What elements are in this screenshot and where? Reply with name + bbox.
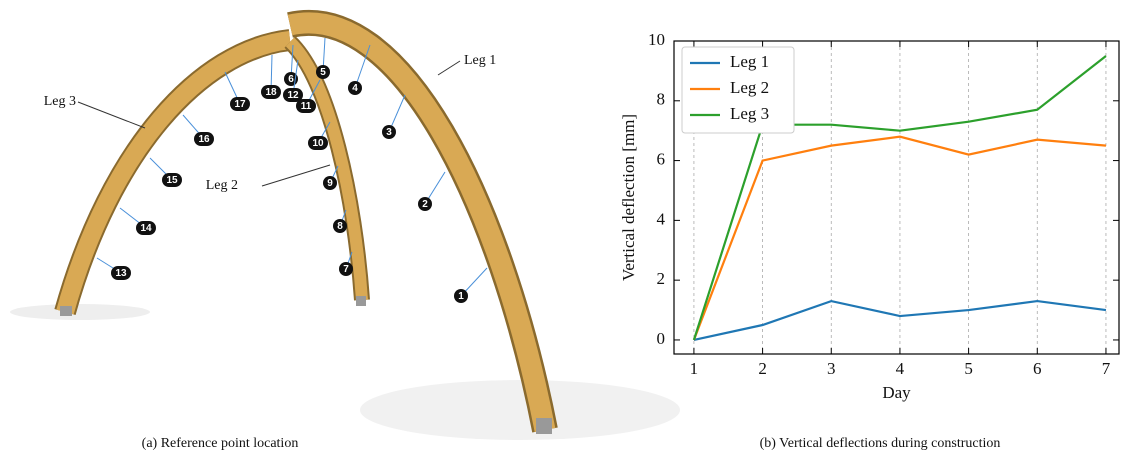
base-plate [60, 306, 72, 316]
y-tick-label: 0 [657, 329, 666, 348]
callout [262, 165, 330, 186]
x-tick-label: 3 [827, 359, 836, 378]
y-tick-label: 6 [657, 149, 666, 168]
point-label: 13 [115, 268, 127, 279]
x-tick-label: 2 [758, 359, 767, 378]
line-chart: 1 2 3 4 5 6 7 0 2 4 6 8 10 Day Vertical deflection [mm… [619, 30, 1119, 402]
point-label: 2 [422, 199, 428, 210]
figure: Leg 1 Leg 2 Leg 3 1234567891011121314151… [0, 0, 1121, 459]
arch-render: Leg 1 Leg 2 Leg 3 [10, 23, 680, 440]
y-axis-label: Vertical deflection [mm] [619, 114, 638, 281]
y-tick-label: 10 [648, 30, 665, 49]
y-tick-label: 2 [657, 269, 666, 288]
legend-label: Leg 3 [730, 104, 769, 123]
x-tick-label: 5 [964, 359, 973, 378]
point-label: 9 [327, 178, 333, 189]
point-label: 6 [288, 74, 294, 85]
point-label: 3 [386, 127, 392, 138]
x-tick-label: 7 [1102, 359, 1111, 378]
caption: (a) Reference point location [142, 436, 299, 451]
point-label: 17 [234, 99, 246, 110]
point-label: 15 [166, 175, 178, 186]
leg-label: Leg 2 [206, 178, 238, 193]
x-tick-label: 4 [896, 359, 905, 378]
point-label: 14 [140, 223, 152, 234]
base-plate [536, 418, 552, 434]
point-label: 1 [458, 291, 464, 302]
point-label: 11 [301, 101, 312, 112]
leg-label: Leg 1 [464, 53, 496, 68]
shadow [360, 380, 680, 440]
callout [78, 102, 145, 128]
leg-2-arch [290, 42, 362, 300]
y-tick-label: 8 [657, 90, 666, 109]
point-label: 10 [312, 138, 324, 149]
point-label: 5 [320, 67, 326, 78]
base-plate [356, 296, 366, 306]
x-axis-label: Day [882, 383, 911, 402]
point-label: 7 [343, 264, 349, 275]
x-tick-label: 6 [1033, 359, 1042, 378]
leg-label: Leg 3 [44, 94, 76, 109]
point-label: 16 [198, 134, 210, 145]
legend-label: Leg 2 [730, 78, 769, 97]
shadow [10, 304, 150, 320]
y-tick-label: 4 [657, 209, 666, 228]
point-label: 12 [287, 90, 299, 101]
point-label: 4 [352, 83, 358, 94]
leg-1-arch [290, 23, 545, 430]
caption: (b) Vertical deflections during construc… [760, 436, 1001, 451]
point-label: 8 [337, 221, 343, 232]
callout [438, 61, 460, 75]
legend-label: Leg 1 [730, 52, 769, 71]
x-tick-label: 1 [690, 359, 699, 378]
point-label: 18 [265, 87, 277, 98]
